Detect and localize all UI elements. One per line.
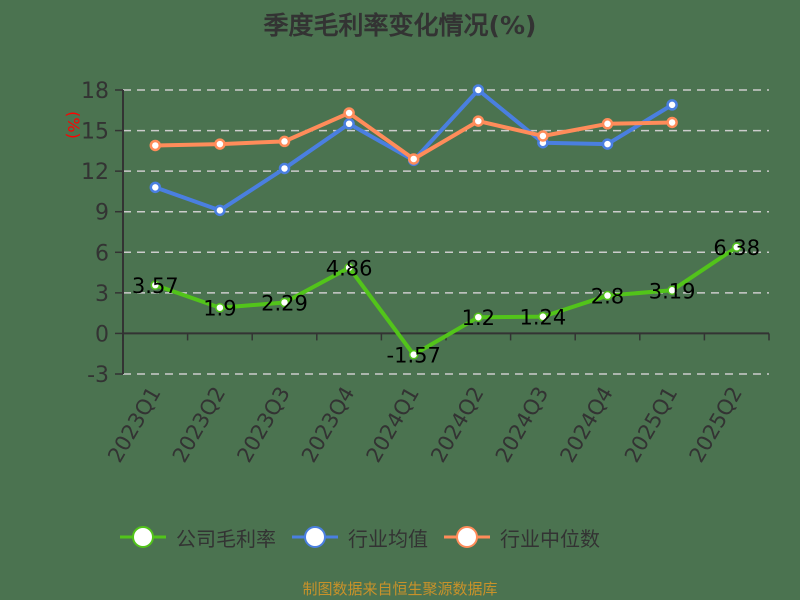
legend-marker-icon: [120, 526, 166, 548]
y-tick-label: 18: [81, 79, 109, 104]
data-point[interactable]: [214, 204, 226, 217]
x-tick-label: 2023Q3: [232, 383, 294, 467]
data-point[interactable]: [278, 162, 291, 175]
data-point[interactable]: [538, 311, 548, 322]
data-point[interactable]: [149, 181, 162, 194]
y-tick-label: 0: [95, 322, 109, 347]
legend-item-industry-median[interactable]: 行业中位数: [442, 523, 600, 552]
series-line: [155, 110, 673, 161]
legend-marker-icon: [292, 526, 338, 548]
x-tick-label: 2025Q1: [620, 383, 682, 467]
series-lines: [149, 84, 742, 360]
y-tick-label: 3: [95, 282, 109, 307]
source-footer: 制图数据来自恒生聚源数据库: [302, 580, 498, 598]
legend-item-company[interactable]: 公司毛利率: [118, 523, 276, 552]
x-tick-label: 2023Q1: [103, 383, 165, 467]
x-tick-label: 2025Q2: [685, 383, 747, 467]
data-point[interactable]: [214, 138, 226, 150]
legend-item-industry-avg[interactable]: 行业均值: [290, 523, 428, 552]
data-point[interactable]: [472, 84, 485, 96]
data-point[interactable]: [149, 139, 162, 152]
data-point[interactable]: [278, 135, 291, 148]
data-point[interactable]: [473, 312, 484, 322]
data-label: 6.38: [713, 236, 760, 260]
legend-label: 公司毛利率: [176, 526, 276, 551]
data-label: 4.86: [326, 257, 373, 281]
y-tick-label: 6: [95, 241, 109, 266]
data-point[interactable]: [343, 107, 355, 119]
series-line: [154, 245, 738, 357]
y-tick-label: 12: [81, 160, 109, 185]
legend: 公司毛利率 行业均值 行业中位数: [118, 520, 600, 554]
legend-marker-icon: [444, 526, 490, 548]
chart-title: 季度毛利率变化情况(%): [263, 11, 537, 40]
data-label: 3.19: [649, 279, 696, 303]
data-point[interactable]: [667, 285, 677, 296]
data-label: 2.29: [261, 291, 308, 315]
data-point[interactable]: [537, 130, 549, 142]
data-point[interactable]: [150, 280, 161, 290]
x-tick-label: 2024Q4: [555, 383, 617, 467]
x-tick-label: 2024Q1: [362, 383, 424, 467]
series-line: [154, 88, 674, 213]
x-tick-label: 2023Q4: [297, 383, 359, 467]
data-point[interactable]: [602, 290, 613, 301]
x-tick-label: 2023Q2: [168, 383, 230, 467]
data-point[interactable]: [215, 302, 225, 313]
legend-label: 行业中位数: [500, 526, 600, 551]
legend-label: 行业均值: [348, 526, 428, 551]
data-point[interactable]: [666, 99, 678, 111]
data-point[interactable]: [343, 118, 355, 130]
data-label: 1.2: [462, 306, 495, 330]
data-point[interactable]: [279, 297, 290, 308]
x-tick-label: 2024Q2: [426, 383, 488, 467]
data-label: 1.9: [203, 297, 236, 321]
data-label: 1.24: [520, 306, 567, 330]
y-tick-label: 9: [95, 201, 109, 226]
y-tick-label: -3: [87, 363, 109, 388]
data-point[interactable]: [344, 262, 354, 273]
data-point[interactable]: [601, 118, 614, 130]
x-tick-label: 2024Q3: [491, 383, 553, 467]
y-axis-unit-label: (%): [64, 111, 83, 139]
data-labels: 3.57 1.9 2.29 4.86 -1.57 1.2 1.24 2.8 3.19 6.38: [132, 236, 760, 368]
grid-lines: [123, 89, 769, 375]
data-point[interactable]: [472, 115, 485, 127]
data-point[interactable]: [407, 153, 420, 165]
data-label: 3.57: [132, 274, 179, 298]
data-point[interactable]: [731, 242, 742, 252]
data-label: 2.8: [591, 285, 624, 309]
y-tick-label: 15: [81, 120, 109, 145]
data-point[interactable]: [601, 138, 614, 150]
data-point[interactable]: [666, 116, 678, 129]
data-label: -1.57: [387, 344, 441, 368]
data-point[interactable]: [408, 349, 419, 360]
